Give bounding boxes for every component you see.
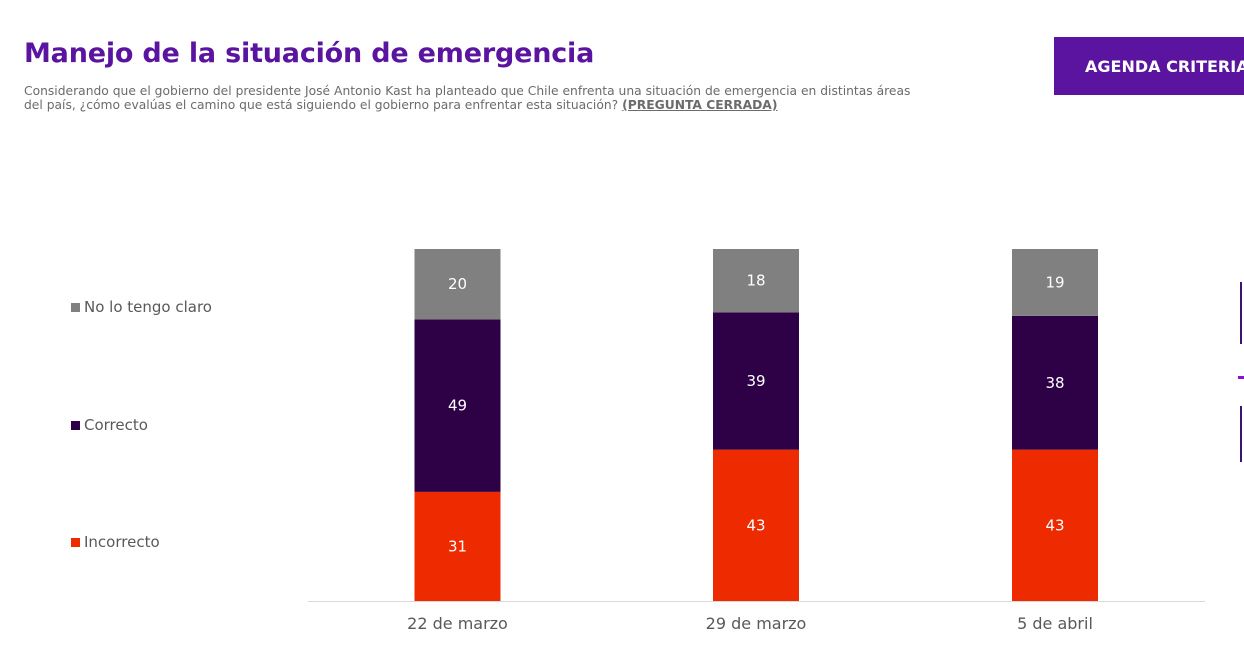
- data-label: 39: [746, 372, 765, 390]
- data-label: 43: [746, 516, 765, 534]
- brand-badge-label: AGENDA CRITERIA: [1085, 56, 1244, 76]
- x-tick-label: 22 de marzo: [407, 614, 508, 633]
- data-label: 38: [1045, 374, 1064, 392]
- question-tag: (PREGUNTA CERRADA): [622, 98, 778, 112]
- edge-logo-stroke: [1240, 282, 1242, 344]
- x-tick-label: 29 de marzo: [706, 614, 807, 633]
- bar-segment-incorrecto: [713, 449, 799, 601]
- legend-label: No lo tengo claro: [84, 298, 212, 316]
- legend-item-correcto: Correcto: [71, 416, 148, 434]
- legend-swatch: [71, 420, 80, 430]
- bar-segment-correcto: [713, 312, 799, 450]
- brand-badge: AGENDA CRITERIA: [1054, 37, 1244, 95]
- edge-logo-accent: [1238, 376, 1244, 379]
- data-label: 20: [448, 275, 467, 293]
- legend-item-incorrecto: Incorrecto: [71, 533, 160, 551]
- bar-segment-no-lo-tengo-claro: [414, 249, 501, 320]
- bar-segment-correcto: [414, 319, 501, 492]
- chart-title: Manejo de la situación de emergencia: [24, 38, 595, 69]
- question-text: Considerando que el gobierno del preside…: [24, 84, 914, 112]
- data-label: 49: [448, 397, 467, 415]
- category-labels: 22 de marzo 29 de marzo 5 de abril: [407, 614, 1093, 633]
- bar-segment-no-lo-tengo-claro: [713, 249, 799, 313]
- cropped-edge-logo: [1238, 282, 1244, 462]
- legend-swatch: [71, 537, 80, 547]
- data-label: 43: [1045, 516, 1064, 534]
- data-label: 31: [448, 537, 467, 555]
- bar-segment-no-lo-tengo-claro: [1012, 249, 1098, 316]
- bar-segment-correcto: [1012, 315, 1098, 450]
- bar-segment-incorrecto: [414, 491, 501, 601]
- legend-swatch: [71, 302, 80, 312]
- edge-logo-stroke: [1240, 406, 1242, 462]
- legend-label: Correcto: [84, 416, 148, 434]
- legend-item-no-lo-tengo-claro: No lo tengo claro: [71, 298, 212, 316]
- bar-segment-incorrecto: [1012, 449, 1098, 601]
- data-label: 19: [1045, 273, 1064, 291]
- bars-group: 31 49 20 43 39 18 43 38 19: [414, 249, 1098, 601]
- question-body: Considerando que el gobierno del preside…: [24, 84, 911, 112]
- legend-label: Incorrecto: [84, 533, 160, 551]
- x-tick-label: 5 de abril: [1017, 614, 1093, 633]
- data-label: 18: [746, 272, 765, 290]
